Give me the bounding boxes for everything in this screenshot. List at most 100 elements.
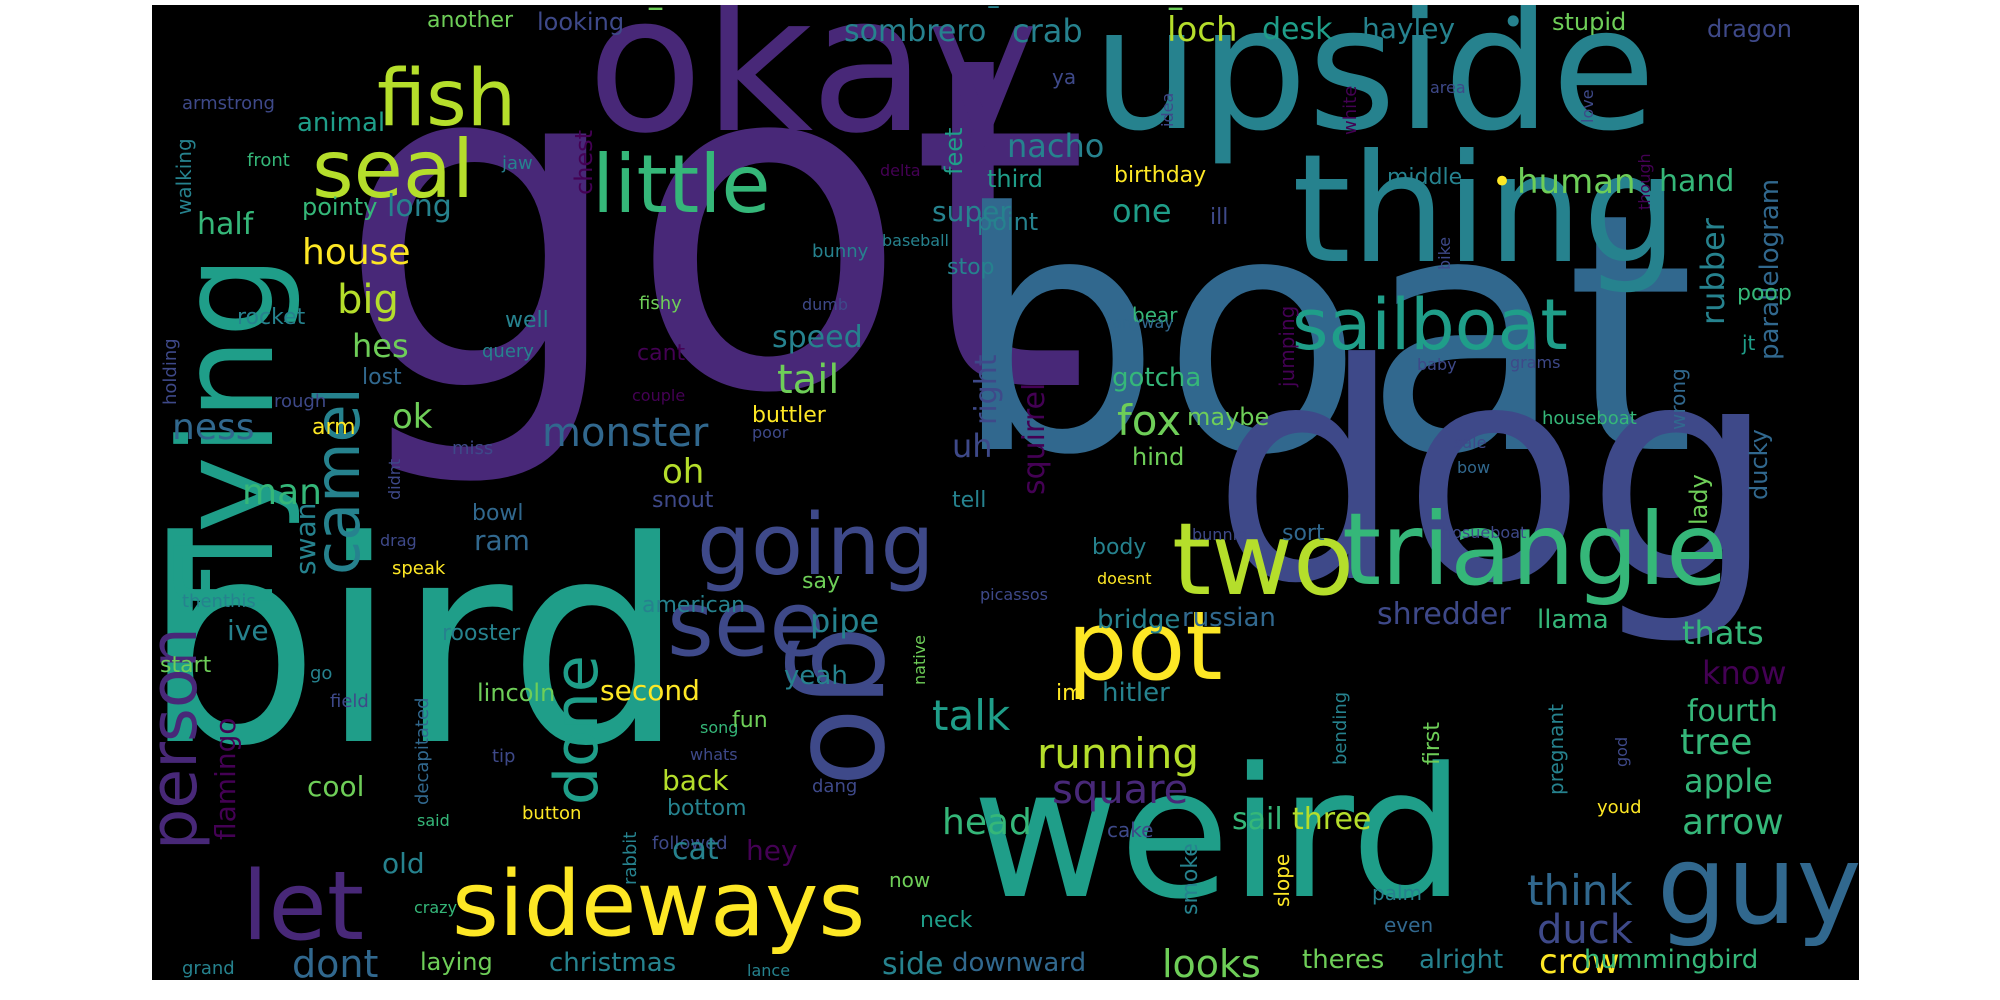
word-second: second: [600, 674, 700, 707]
word-doesnt: doesnt: [1097, 569, 1152, 588]
word-done: done: [542, 655, 612, 805]
word-one: one: [1112, 192, 1172, 230]
word-sailboat: sailboat: [1292, 284, 1568, 366]
word-jaw: jaw: [502, 153, 533, 174]
word-head: head: [942, 802, 1032, 843]
word-sort: sort: [1282, 521, 1325, 546]
word-go: go: [310, 663, 333, 684]
word-pot: pot: [1067, 592, 1223, 702]
word-man: man: [242, 472, 322, 513]
word-llama: llama: [1537, 605, 1609, 635]
word-hayley: hayley: [1362, 12, 1456, 45]
word-armstrong: armstrong: [182, 93, 275, 114]
word-fish: fish: [377, 54, 517, 144]
word-fishy: fishy: [639, 293, 682, 314]
word-even: even: [1384, 913, 1434, 937]
word-said: said: [417, 811, 450, 830]
word-thing: thing: [1292, 123, 1678, 297]
word-animal: animal: [297, 108, 386, 138]
word-christmas: christmas: [549, 948, 677, 978]
word-dang: dang: [812, 776, 858, 797]
word-baseball: baseball: [882, 231, 949, 250]
word-loch: loch: [1167, 10, 1238, 50]
word-cant: cant: [637, 341, 686, 366]
word-hitler: hitler: [1102, 678, 1170, 708]
word-boat: boat: [952, 143, 1695, 527]
word-chest: chest: [570, 129, 598, 195]
word-bridge: bridge: [1097, 605, 1181, 635]
word-love: love: [1578, 89, 1597, 123]
word-dot1: •: [1492, 162, 1513, 202]
word-tail: tail: [777, 357, 840, 403]
word-hind: hind: [1132, 443, 1185, 471]
word-palm: palm: [1372, 881, 1422, 905]
word-desk: desk: [1262, 12, 1333, 47]
word-couple: couple: [632, 386, 686, 405]
word-looking: looking: [537, 8, 625, 36]
word-sideways: sideways: [452, 852, 866, 957]
word-sombrero: sombrero: [844, 14, 987, 49]
word-miss: miss: [452, 438, 494, 459]
word-rooster: rooster: [442, 621, 521, 646]
word-didnt: didnt: [385, 458, 404, 500]
word-song: song: [700, 718, 739, 737]
word-big: big: [337, 277, 399, 323]
word-alright: alright: [1419, 945, 1504, 975]
word-lance: lance: [747, 961, 791, 980]
word-tree: tree: [1680, 722, 1753, 763]
word-flamingo: flamingo: [209, 717, 242, 841]
word-talk: talk: [932, 691, 1011, 740]
word-weird: weird: [972, 730, 1466, 939]
word-le: go: [781, 625, 933, 788]
word-thenthis: thenthis: [182, 591, 256, 612]
word-two: two: [1172, 501, 1355, 618]
word-speak: speak: [392, 558, 446, 579]
word-bowl: bowl: [472, 501, 524, 526]
word-holding: holding: [160, 338, 181, 405]
word-poop: poop: [1737, 281, 1792, 306]
word-buttler: buttler: [752, 403, 826, 428]
word-grams: grams: [1510, 353, 1561, 372]
word-whats: whats: [690, 745, 738, 764]
word-little: little: [592, 138, 771, 231]
word-long: long: [387, 189, 452, 224]
word-old: old: [382, 847, 425, 880]
word-got: got: [336, 5, 1090, 494]
word-american: american: [642, 593, 746, 618]
word-third: third: [987, 165, 1043, 193]
word-sale: sale: [1454, 433, 1487, 452]
word-half: half: [197, 207, 254, 242]
word-tell: tell: [952, 488, 987, 513]
word-shredder: shredder: [1377, 597, 1511, 632]
word-okay: okay: [587, 5, 1039, 175]
word-cool: cool: [307, 770, 365, 803]
word-lady: lady: [1685, 474, 1713, 525]
word-arm: arm: [312, 415, 356, 440]
word-hosueboat: hosueboat: [1442, 523, 1527, 542]
word-rubber: rubber: [1694, 218, 1732, 325]
word-squirrel: squirrel: [1017, 382, 1052, 495]
word-hes: hes: [352, 327, 409, 365]
word-bird: bird: [152, 482, 686, 808]
word-well: well: [505, 308, 549, 333]
word-birthday: birthday: [1114, 163, 1207, 188]
word-arrow: arrow: [1682, 802, 1784, 843]
word-im: im: [1056, 681, 1084, 706]
word-body: body: [1092, 535, 1147, 560]
word-see: see: [667, 572, 825, 677]
word-theres: theres: [1302, 945, 1385, 975]
word-wrong: wrong: [1666, 368, 1690, 430]
word-stupid: stupid: [1552, 8, 1627, 36]
word-fun: fun: [732, 708, 768, 733]
word-middle: middle: [1387, 165, 1463, 190]
word-bear: bear: [1132, 303, 1178, 327]
word-speed: speed: [772, 320, 863, 355]
word-seal: seal: [312, 123, 475, 216]
word-dot2: •: [1502, 5, 1525, 44]
word-jt: jt: [1742, 331, 1756, 355]
word-dumb: dumb: [802, 295, 849, 314]
word-fourth: fourth: [1687, 694, 1779, 729]
word-ram: ram: [474, 524, 530, 557]
word-ill: ill: [1210, 205, 1229, 230]
word-cake: cake: [1107, 818, 1154, 842]
